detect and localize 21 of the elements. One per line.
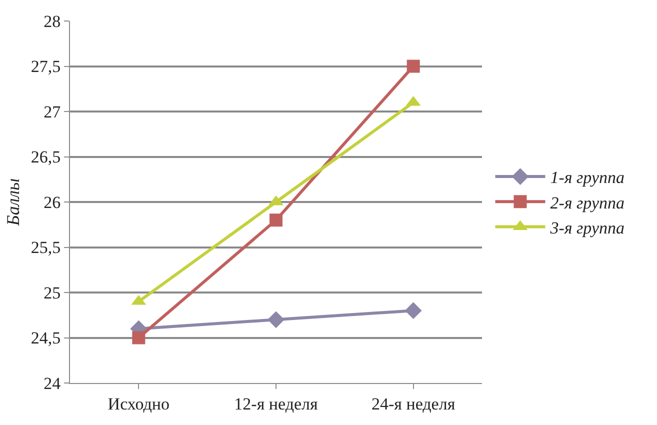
x-tick-label: 12-я неделя [234, 394, 318, 414]
y-tick-label: 28 [44, 12, 61, 31]
x-tick-label: Исходно [108, 394, 170, 414]
legend-label: 2-я группа [550, 193, 625, 212]
point [406, 60, 420, 73]
y-tick-label: 24,5 [30, 328, 61, 348]
y-tick-label: 25 [44, 283, 61, 302]
y-tick-label: 27 [44, 102, 62, 122]
x-tick-label: 24-я неделя [372, 394, 456, 414]
point [404, 302, 422, 320]
y-tick-label: 26 [44, 192, 61, 212]
y-tick-label: 25,5 [30, 238, 61, 258]
legend-label: 1-я группа [550, 168, 625, 188]
point [270, 214, 282, 227]
y-tick-label: 24 [44, 374, 62, 393]
point [268, 311, 284, 328]
point [132, 331, 146, 344]
y-tick-label: 26,5 [30, 148, 61, 167]
y-axis-title: Баллы [3, 178, 24, 227]
legend-label: 3-я группа [549, 218, 625, 238]
y-tick-label: 27,5 [30, 57, 61, 76]
